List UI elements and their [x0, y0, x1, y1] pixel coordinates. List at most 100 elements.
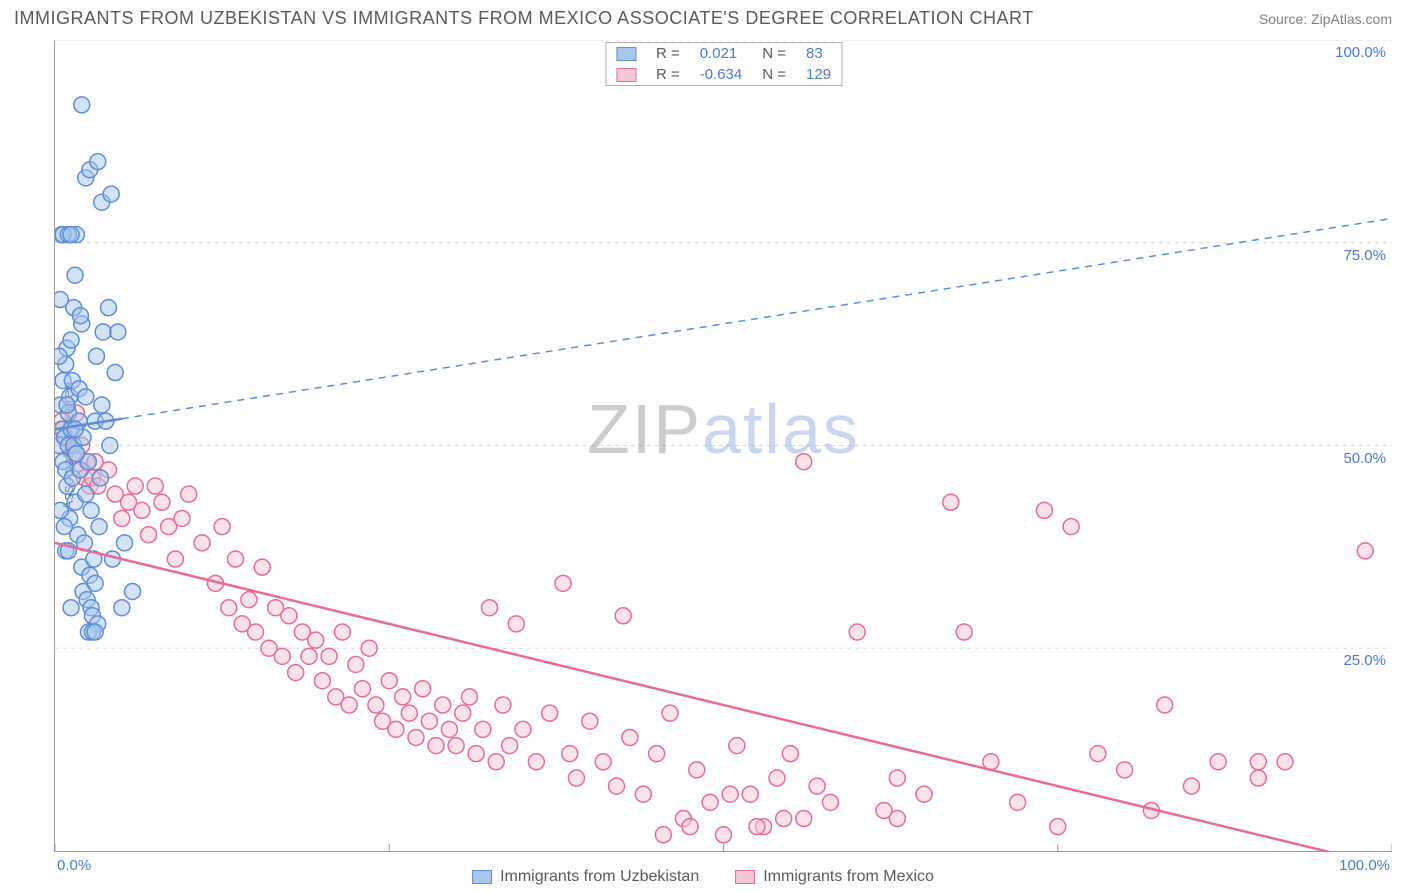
scatter-point: [95, 324, 111, 340]
scatter-point: [1277, 754, 1293, 770]
scatter-point: [341, 697, 357, 713]
scatter-point: [83, 502, 99, 518]
scatter-point: [141, 527, 157, 543]
scatter-point: [221, 600, 237, 616]
scatter-point: [568, 770, 584, 786]
scatter-point: [1117, 762, 1133, 778]
correlation-legend: R = 0.021 N = 83 R = -0.634 N = 129: [605, 42, 842, 86]
swatch-icon: [735, 870, 755, 884]
source-link[interactable]: ZipAtlas.com: [1311, 11, 1392, 27]
scatter-svg: [55, 40, 1392, 851]
scatter-point: [742, 786, 758, 802]
legend-item: Immigrants from Uzbekistan: [472, 868, 699, 886]
n-value: 129: [796, 64, 841, 85]
scatter-point: [475, 721, 491, 737]
scatter-point: [67, 267, 83, 283]
scatter-point: [1357, 543, 1373, 559]
scatter-point: [55, 292, 68, 308]
scatter-point: [1090, 746, 1106, 762]
trend-line: [122, 218, 1392, 418]
scatter-point: [214, 519, 230, 535]
source-prefix: Source:: [1259, 11, 1311, 27]
scatter-point: [889, 811, 905, 827]
scatter-point: [308, 632, 324, 648]
scatter-point: [117, 535, 133, 551]
scatter-point: [769, 770, 785, 786]
scatter-point: [314, 673, 330, 689]
scatter-point: [248, 624, 264, 640]
scatter-point: [125, 583, 141, 599]
trend-line: [55, 543, 1392, 851]
scatter-point: [689, 762, 705, 778]
scatter-point: [348, 656, 364, 672]
r-label: R =: [646, 43, 690, 64]
scatter-point: [55, 348, 67, 364]
scatter-point: [615, 608, 631, 624]
scatter-point: [361, 640, 377, 656]
legend-label: Immigrants from Uzbekistan: [500, 868, 699, 886]
scatter-point: [889, 770, 905, 786]
scatter-point: [956, 624, 972, 640]
scatter-point: [635, 786, 651, 802]
scatter-point: [655, 827, 671, 843]
scatter-point: [55, 502, 68, 518]
scatter-point: [502, 738, 518, 754]
scatter-point: [401, 705, 417, 721]
scatter-point: [408, 729, 424, 745]
scatter-point: [1036, 502, 1052, 518]
scatter-point: [92, 470, 108, 486]
scatter-point: [776, 811, 792, 827]
scatter-point: [448, 738, 464, 754]
scatter-point: [87, 624, 103, 640]
swatch-icon: [472, 870, 492, 884]
scatter-point: [468, 746, 484, 762]
scatter-point: [63, 227, 79, 243]
scatter-point: [622, 729, 638, 745]
scatter-point: [74, 97, 90, 113]
scatter-point: [227, 551, 243, 567]
scatter-point: [729, 738, 745, 754]
scatter-point: [78, 389, 94, 405]
scatter-point: [72, 308, 88, 324]
x-tick-label: 100.0%: [1339, 857, 1390, 874]
y-tick-label: 25.0%: [1343, 652, 1386, 669]
y-tick-label: 75.0%: [1343, 247, 1386, 264]
scatter-point: [749, 819, 765, 835]
scatter-point: [1157, 697, 1173, 713]
scatter-point: [782, 746, 798, 762]
scatter-point: [63, 332, 79, 348]
scatter-point: [355, 681, 371, 697]
scatter-point: [849, 624, 865, 640]
scatter-point: [495, 697, 511, 713]
series-legend: Immigrants from Uzbekistan Immigrants fr…: [472, 868, 934, 886]
scatter-point: [716, 827, 732, 843]
scatter-point: [321, 648, 337, 664]
scatter-point: [562, 746, 578, 762]
scatter-point: [822, 794, 838, 810]
scatter-point: [435, 697, 451, 713]
scatter-point: [582, 713, 598, 729]
swatch-icon: [616, 68, 636, 82]
r-label: R =: [646, 64, 690, 85]
scatter-point: [702, 794, 718, 810]
r-value: -0.634: [690, 64, 753, 85]
scatter-point: [388, 721, 404, 737]
n-label: N =: [752, 64, 796, 85]
scatter-point: [90, 154, 106, 170]
scatter-point: [254, 559, 270, 575]
scatter-point: [796, 811, 812, 827]
scatter-point: [1050, 819, 1066, 835]
scatter-point: [595, 754, 611, 770]
plot-region: R = 0.021 N = 83 R = -0.634 N = 129 ZIPa…: [54, 40, 1392, 852]
scatter-point: [1183, 778, 1199, 794]
scatter-point: [555, 575, 571, 591]
scatter-point: [381, 673, 397, 689]
scatter-point: [181, 486, 197, 502]
scatter-point: [241, 592, 257, 608]
scatter-point: [1250, 754, 1266, 770]
legend-row: R = 0.021 N = 83: [606, 43, 841, 64]
scatter-point: [334, 624, 350, 640]
legend-item: Immigrants from Mexico: [735, 868, 934, 886]
chart-title: IMMIGRANTS FROM UZBEKISTAN VS IMMIGRANTS…: [14, 8, 1034, 29]
scatter-point: [102, 438, 118, 454]
